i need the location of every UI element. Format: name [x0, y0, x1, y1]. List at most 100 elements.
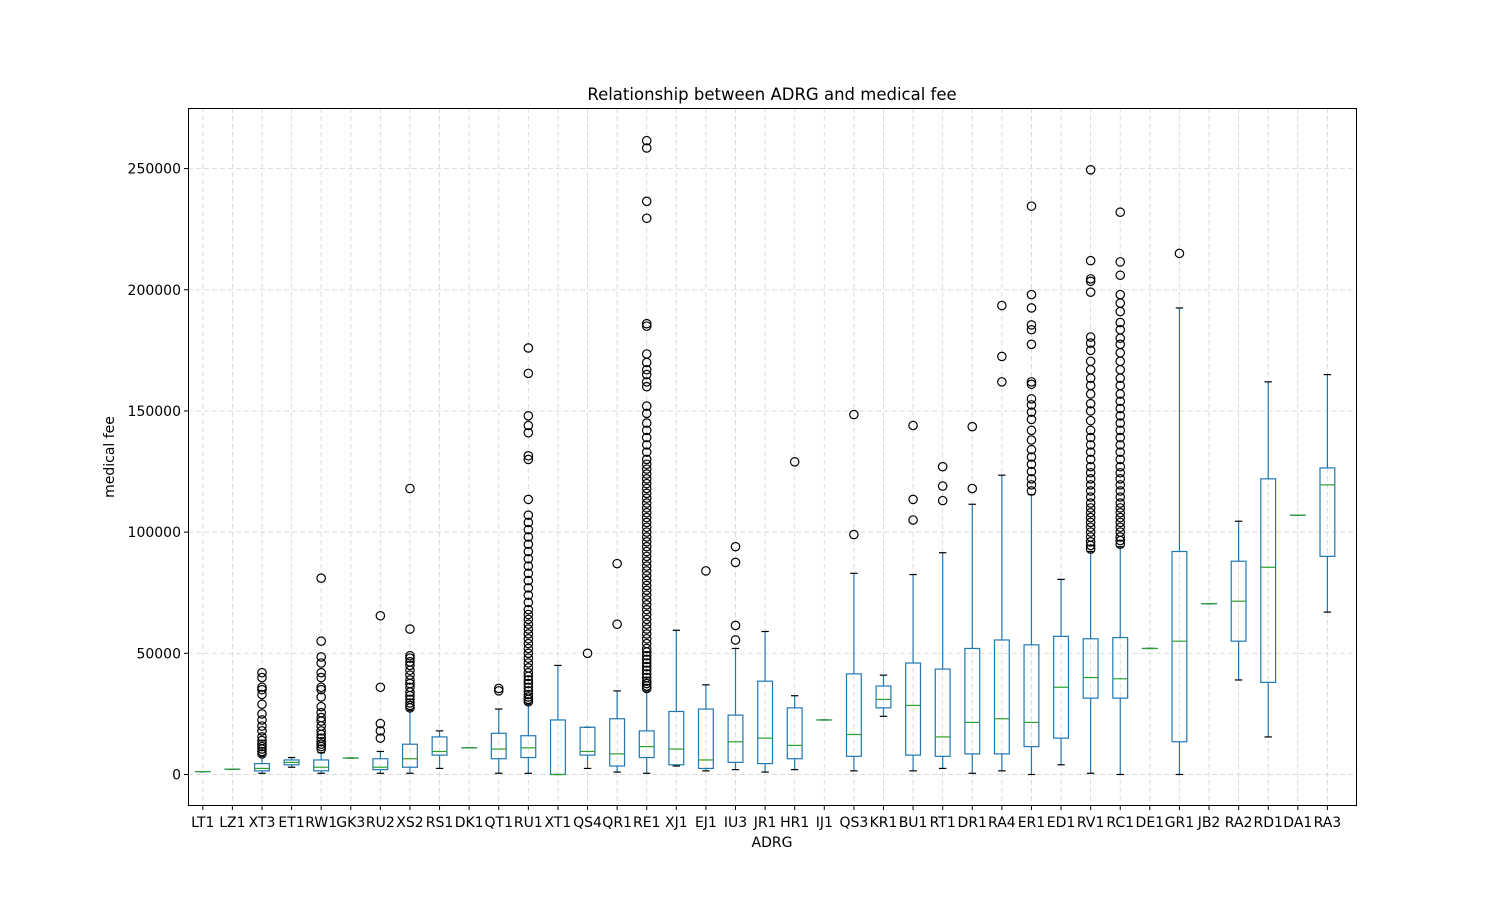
- outlier-point: [523, 590, 534, 600]
- outlier-point: [523, 517, 534, 528]
- outlier-point: [641, 609, 652, 620]
- outlier-point: [730, 635, 741, 645]
- outlier-point: [1115, 440, 1126, 450]
- x-tick-label: GR1: [1165, 815, 1194, 831]
- outlier-point: [1115, 396, 1126, 407]
- outlier-point: [523, 561, 534, 571]
- outlier-point: [316, 733, 326, 743]
- outlier-point: [1085, 356, 1096, 367]
- outlier-point: [316, 684, 326, 695]
- outlier-point: [257, 684, 267, 695]
- outlier-point: [523, 675, 534, 685]
- outlier-point: [1085, 165, 1096, 175]
- y-tick-label: 200000: [128, 283, 181, 299]
- iqr-box: [964, 647, 981, 755]
- outlier-point: [523, 546, 534, 557]
- x-tick-label: IJ1: [816, 815, 833, 831]
- outlier-point: [1085, 492, 1096, 502]
- outlier-point: [730, 541, 741, 552]
- x-tick-label: RV1: [1077, 815, 1104, 831]
- outlier-point: [997, 377, 1007, 387]
- x-tick-label: QR1: [602, 815, 632, 831]
- outlier-point: [641, 527, 652, 537]
- outlier-point: [523, 658, 534, 668]
- outlier-point: [1085, 338, 1096, 348]
- iqr-box: [638, 730, 655, 759]
- x-tick-label: RE1: [633, 815, 660, 831]
- x-tick-label: RA4: [988, 815, 1016, 831]
- outlier-point: [641, 377, 652, 387]
- outlier-point: [316, 658, 326, 668]
- x-tick-label: RS1: [426, 815, 454, 831]
- outlier-point: [405, 694, 415, 705]
- outlier-point: [1174, 248, 1185, 259]
- iqr-box: [668, 710, 685, 766]
- outlier-point: [1026, 303, 1037, 313]
- iqr-box: [579, 726, 596, 756]
- x-tick-label: RC1: [1106, 815, 1134, 831]
- outlier-point: [641, 590, 652, 600]
- outlier-point: [1115, 522, 1126, 533]
- outlier-point: [316, 692, 326, 702]
- y-tick-label: 100000: [128, 525, 181, 541]
- outlier-point: [641, 541, 652, 552]
- box-xt1: [549, 664, 566, 776]
- outlier-point: [1115, 324, 1126, 335]
- outlier-point: [641, 469, 652, 479]
- outlier-point: [1026, 459, 1037, 470]
- outlier-point: [1026, 414, 1037, 425]
- outlier-point: [730, 557, 741, 568]
- outlier-point: [641, 196, 652, 207]
- outlier-point: [1085, 276, 1096, 287]
- outlier-point: [1115, 539, 1126, 550]
- outlier-point: [1085, 517, 1096, 528]
- outlier-point: [641, 498, 652, 508]
- x-axis-label: ADRG: [752, 835, 793, 851]
- outlier-point: [997, 351, 1007, 362]
- outlier-point: [493, 683, 504, 694]
- outlier-point: [1115, 410, 1126, 421]
- outlier-point: [730, 620, 741, 631]
- box-rw1: [313, 573, 330, 774]
- x-tick-label: JR1: [753, 815, 777, 831]
- outlier-point: [582, 648, 593, 659]
- outlier-point: [1085, 486, 1096, 496]
- outlier-point: [1115, 507, 1126, 518]
- outlier-point: [523, 568, 534, 579]
- outlier-point: [257, 735, 267, 746]
- x-tick-label: GK3: [336, 815, 365, 831]
- outlier-point: [1085, 415, 1096, 426]
- outlier-point: [1115, 492, 1126, 502]
- iqr-box: [1260, 478, 1277, 683]
- outlier-point: [1115, 512, 1126, 523]
- iqr-box: [313, 759, 330, 772]
- outlier-point: [316, 573, 326, 583]
- outlier-point: [641, 619, 652, 630]
- outlier-point: [701, 566, 711, 576]
- outlier-point: [523, 638, 534, 649]
- outlier-point: [523, 532, 534, 542]
- outlier-point: [849, 529, 859, 540]
- outlier-point: [1115, 380, 1126, 391]
- iqr-box: [875, 685, 892, 709]
- outlier-point: [641, 614, 652, 625]
- outlier-point: [257, 739, 267, 749]
- outlier-point: [405, 624, 415, 634]
- outlier-point: [641, 570, 652, 581]
- outlier-point: [641, 478, 652, 489]
- iqr-box: [1023, 644, 1040, 748]
- outlier-point: [523, 343, 534, 353]
- outlier-point: [641, 556, 652, 567]
- y-axis-label: medical fee: [102, 416, 118, 498]
- outlier-point: [1085, 480, 1096, 490]
- outlier-point: [523, 653, 534, 663]
- outlier-point: [641, 537, 652, 547]
- x-axis-ticks: LT1 LZ1 XT3 ET1 RW1 GK3 RU2 XS2 RS1 DK1 QT1 RU1 XT1 Q…: [191, 806, 1341, 831]
- outlier-point: [641, 483, 652, 494]
- outlier-point: [523, 648, 534, 659]
- outlier-point: [641, 566, 652, 576]
- outlier-point: [1115, 454, 1126, 465]
- outlier-point: [523, 553, 534, 564]
- box-jr1: [757, 630, 774, 773]
- box-ra4: [993, 300, 1010, 772]
